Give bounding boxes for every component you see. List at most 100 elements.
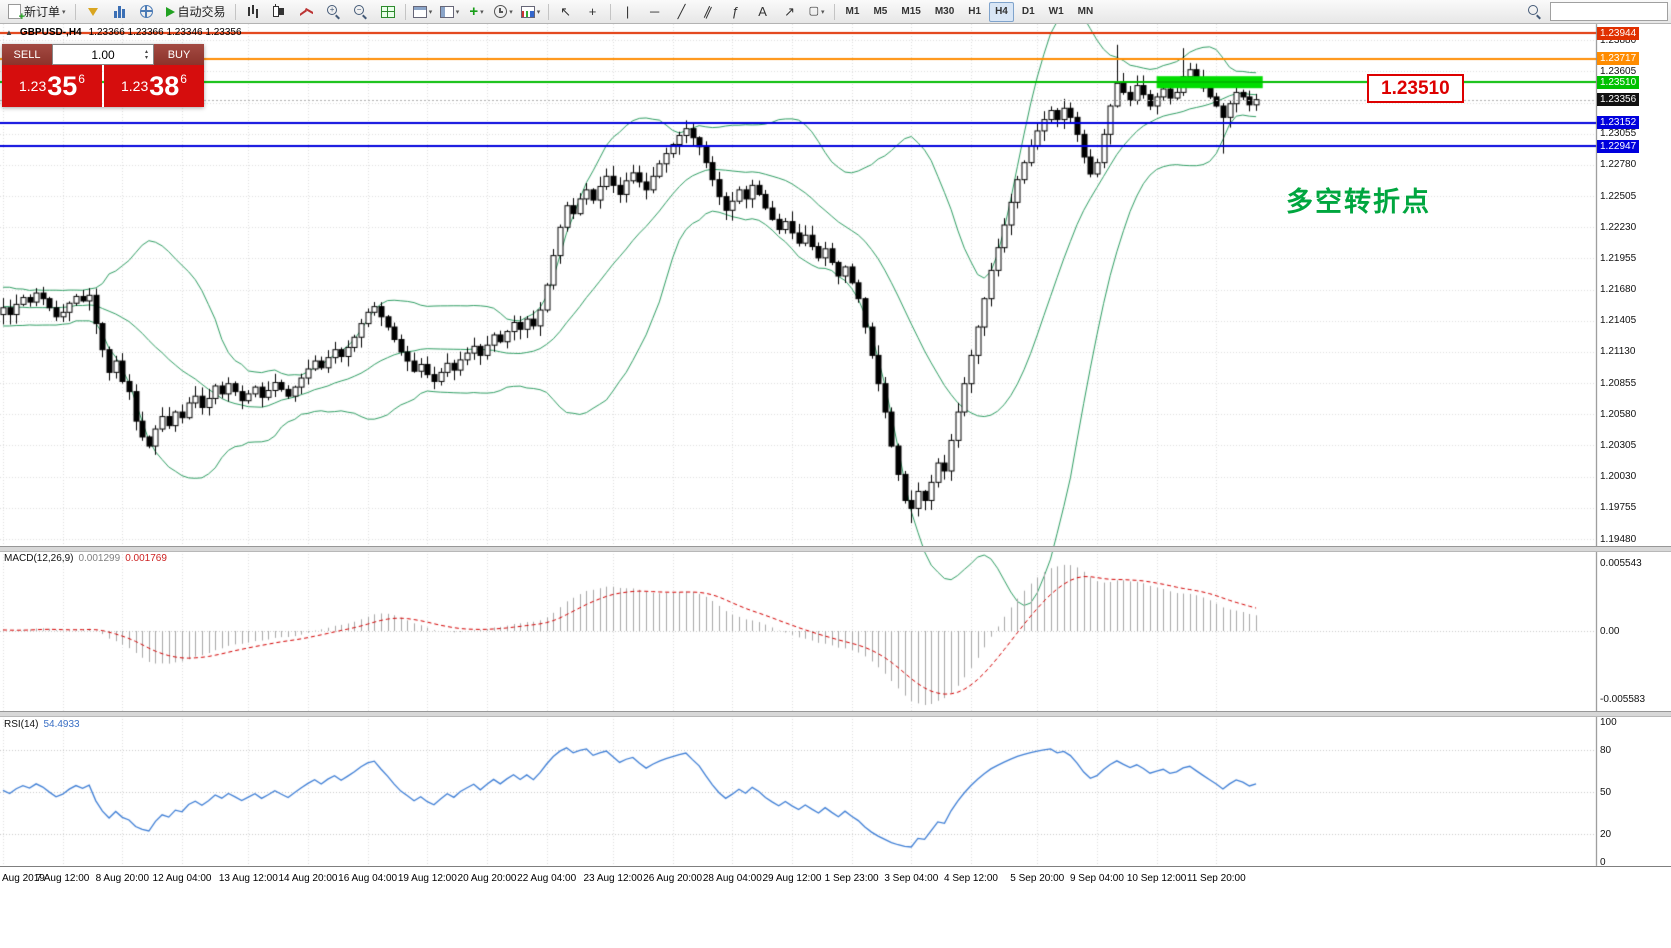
one-click-trade-panel: SELL 1.00 ▴ ▾ BUY 1.23 35 6 1.23 38 6 [2,44,204,107]
timeframe-button-h1[interactable]: H1 [968,6,982,18]
arrange-windows-button[interactable]: ▾ [410,1,436,23]
time-label: Aug 2019 [2,873,45,884]
time-label: 9 Sep 04:00 [1069,873,1124,884]
sell-button[interactable]: SELL [2,44,52,65]
timeframe-button-m5[interactable]: M5 [873,6,888,18]
toolbar: 新订单 ▾ 自动交易 ▾ ▾ +▾ ▾ ▾ ↖ + | ─ ╱ ∥ ƒ A ↗ [0,0,1671,24]
tile-windows-button[interactable] [375,1,401,23]
spin-up-icon[interactable]: ▴ [144,48,148,55]
horizontal-line-icon: ─ [649,4,660,19]
buy-price-big: 38 [149,70,180,101]
periods-button[interactable]: ▾ [491,1,517,23]
toolbar-separator [609,3,611,20]
time-label: 3 Sep 04:00 [884,873,939,884]
cursor-icon: ↖ [560,4,571,19]
timeframe-button-mn[interactable]: MN [1077,6,1094,18]
sell-price-sup: 6 [78,72,85,86]
time-label: 16 Aug 04:00 [338,873,398,884]
time-axis[interactable]: Aug 2019 7 Aug 12:00 8 Aug 20:00 12 Aug 04:… [0,866,1671,897]
indicator-plus-icon: + [469,3,479,20]
text-icon: A [758,4,767,19]
time-label: 14 Aug 20:00 [278,873,338,884]
crosshair-button[interactable]: + [580,1,606,23]
window-icon [412,5,427,18]
cascade-windows-button[interactable]: ▾ [437,1,463,23]
zoom-out-icon [354,5,367,18]
timeframe-button-m1[interactable]: M1 [845,6,860,18]
buy-price-sup: 6 [180,72,187,86]
macd-signal-value: 0.001769 [125,553,167,564]
clock-icon [494,5,508,18]
indicators-button[interactable]: + ▾ [464,1,490,23]
line-chart-mode-button[interactable] [294,1,320,23]
volume-input[interactable]: 1.00 ▴ ▾ [52,44,154,65]
search-input[interactable] [1550,2,1668,21]
fibonacci-icon: ƒ [731,4,740,19]
symbol-title: GBPUSD-,H4 [19,27,82,38]
time-label: 20 Aug 20:00 [457,873,517,884]
cursor-button[interactable]: ↖ [553,1,579,23]
chevron-down-icon: ▾ [509,8,513,16]
vertical-line-icon: | [625,4,630,19]
splitter-macd[interactable] [0,546,1671,552]
time-label: 7 Aug 12:00 [35,873,90,884]
new-order-label: 新订单 [24,5,61,19]
play-icon [165,6,175,17]
chevron-down-icon: ▾ [62,8,66,16]
shapes-tool-button[interactable]: ▢ ▾ [804,1,830,23]
profile-button[interactable] [80,1,106,23]
chevron-down-icon: ▾ [820,8,825,16]
shapes-icon: ▢ [808,5,819,17]
timeframe-button-h4[interactable]: H4 [989,1,1014,22]
toolbar-separator [547,3,549,20]
time-label: 4 Sep 12:00 [944,873,998,884]
crosshair-icon: + [588,4,597,19]
buy-button[interactable]: BUY [154,44,204,65]
autotrade-button[interactable]: 自动交易 [161,1,231,23]
sell-price-big: 35 [47,70,78,101]
text-tool-button[interactable]: A [750,1,776,23]
vertical-line-button[interactable]: | [615,1,641,23]
candlestick-mode-button[interactable] [267,1,293,23]
volume-spinner[interactable]: ▴ ▾ [141,45,152,64]
trendline-button[interactable]: ╱ [669,1,695,23]
timeframe-button-m15[interactable]: M15 [901,6,921,18]
time-label: 23 Aug 12:00 [583,873,643,884]
horizontal-line-button[interactable]: ─ [642,1,668,23]
splitter-rsi[interactable] [0,711,1671,717]
navigator-button[interactable] [134,1,160,23]
fibonacci-button[interactable]: ƒ [723,1,749,23]
arrow-icon: ↗ [784,4,795,19]
search-button[interactable] [1521,1,1547,23]
rsi-value: 54.4933 [43,719,80,730]
zoom-out-button[interactable] [348,1,374,23]
chevron-down-icon: ▾ [428,8,433,16]
bar-chart-mode-button[interactable] [240,1,266,23]
spin-down-icon[interactable]: ▾ [144,54,148,61]
collapse-arrow-icon[interactable]: ▲ [5,28,13,37]
toolbar-separator [404,3,406,20]
candlestick-icon [273,4,285,17]
sell-price-button[interactable]: 1.23 35 6 [2,65,102,107]
rsi-label: RSI(14) 54.4933 [4,719,80,730]
templates-button[interactable]: ▾ [518,1,544,23]
time-label: 28 Aug 04:00 [702,873,762,884]
symbol-bar: ▲ GBPUSD-,H4 1.23366 1.23366 1.23346 1.2… [5,27,242,38]
turning-point-annotation: 多空转折点 [1286,187,1431,217]
time-label: 12 Aug 04:00 [152,873,212,884]
buy-price-button[interactable]: 1.23 38 6 [104,65,204,107]
channel-button[interactable]: ∥ [696,1,722,23]
window-split-icon [439,5,454,18]
globe-icon [140,5,154,18]
channel-icon: ∥ [702,3,715,20]
arrows-tool-button[interactable]: ↗ [777,1,803,23]
timeframe-button-m30[interactable]: M30 [934,6,955,18]
market-watch-button[interactable] [107,1,133,23]
timeframe-button-w1[interactable]: W1 [1048,6,1064,18]
timeframe-button-d1[interactable]: D1 [1021,6,1035,18]
time-label: 8 Aug 20:00 [95,873,150,884]
zoom-in-button[interactable] [321,1,347,23]
new-order-button[interactable]: 新订单 ▾ [3,1,71,23]
